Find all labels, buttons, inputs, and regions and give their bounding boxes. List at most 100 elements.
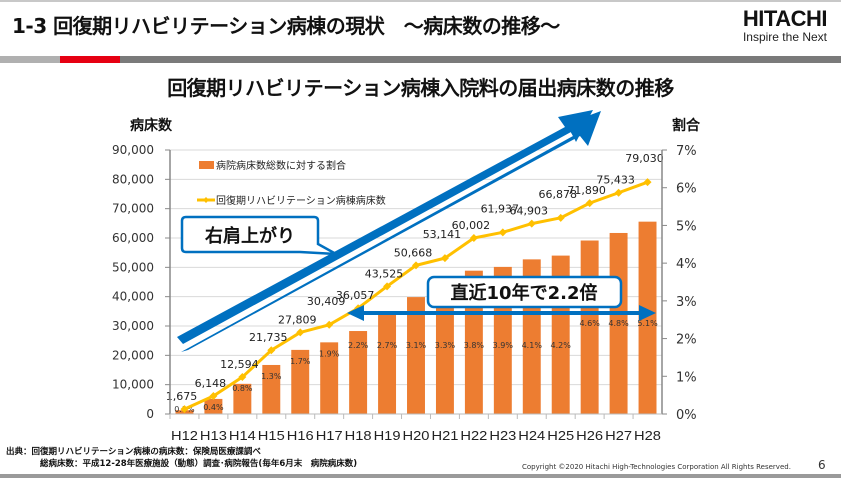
logo-tagline: Inspire the Next bbox=[742, 30, 827, 44]
line-data-label: 21,735 bbox=[249, 331, 288, 344]
line-data-label: 79,030 bbox=[625, 152, 664, 165]
line-data-label: 66,878 bbox=[538, 188, 577, 201]
rising-arrow-icon bbox=[177, 110, 601, 352]
y-right-tick-label: 1% bbox=[676, 370, 697, 385]
legend-bar-label: 病院病床数総数に対する割合 bbox=[216, 159, 346, 172]
bar bbox=[435, 289, 454, 414]
bar-data-label: 2.7% bbox=[377, 341, 398, 350]
line-marker bbox=[412, 261, 420, 270]
line-marker bbox=[440, 254, 449, 263]
bar bbox=[638, 221, 657, 414]
header-divider bbox=[0, 56, 841, 63]
x-tick-label: H18 bbox=[345, 428, 372, 443]
y-right-axis-title: 割合 bbox=[672, 117, 701, 134]
x-tick-label: H16 bbox=[287, 428, 314, 443]
line-data-label: 71,890 bbox=[567, 184, 606, 197]
bar-data-label: 4.8% bbox=[608, 319, 629, 328]
callout-growth: 直近10年で2.2倍 bbox=[426, 275, 623, 309]
x-tick-label: H27 bbox=[605, 428, 632, 443]
bar-data-label: 0.4% bbox=[203, 403, 224, 412]
bar-data-label: 5.1% bbox=[637, 319, 658, 328]
line-data-label: 53,141 bbox=[423, 228, 462, 241]
bar-data-label: 3.1% bbox=[406, 341, 427, 350]
bar bbox=[262, 364, 281, 414]
line-data-label: 27,809 bbox=[278, 313, 317, 326]
page-number: 6 bbox=[818, 458, 826, 472]
x-tick-label: H15 bbox=[258, 428, 285, 443]
legend-line-label: 回復期リハビリテーション病棟病床数 bbox=[216, 194, 386, 207]
callout-growth-text: 直近10年で2.2倍 bbox=[451, 282, 598, 304]
x-tick-label: H22 bbox=[460, 428, 487, 443]
x-tick-label: H12 bbox=[171, 428, 198, 443]
x-tick-label: H21 bbox=[431, 428, 458, 443]
x-tick-label: H19 bbox=[374, 428, 401, 443]
line-data-label: 1,675 bbox=[166, 390, 198, 403]
bar-data-label: 3.3% bbox=[435, 341, 456, 350]
line-marker bbox=[643, 178, 652, 187]
y-left-tick-label: 40,000 bbox=[112, 290, 154, 304]
line-marker bbox=[527, 219, 536, 228]
y-right-tick-label: 5% bbox=[676, 219, 697, 234]
top-border bbox=[0, 0, 841, 2]
y-right-tick-label: 7% bbox=[676, 144, 697, 159]
line-data-label: 75,433 bbox=[596, 174, 635, 187]
line-data-label: 36,057 bbox=[336, 289, 375, 302]
copyright: Copyright ©2020 Hitachi High-Technologie… bbox=[522, 463, 791, 471]
line-marker bbox=[585, 199, 594, 208]
y-left-tick-label: 0 bbox=[146, 407, 154, 421]
bar-data-label: 4.1% bbox=[522, 341, 543, 350]
y-right-tick-label: 6% bbox=[676, 182, 697, 197]
line-marker bbox=[180, 405, 189, 414]
line-data-label: 60,002 bbox=[452, 219, 491, 232]
bar bbox=[378, 312, 397, 414]
line-marker bbox=[614, 188, 623, 197]
line-data-label: 64,903 bbox=[510, 205, 549, 218]
y-left-tick-label: 60,000 bbox=[112, 231, 154, 245]
x-tick-label: H14 bbox=[229, 428, 256, 443]
line-data-label: 61,937 bbox=[481, 202, 520, 215]
line-marker bbox=[469, 233, 478, 242]
logo-brand: HITACHI bbox=[742, 6, 828, 31]
legend-line-marker bbox=[203, 197, 209, 203]
bar bbox=[291, 349, 310, 414]
y-left-axis-title: 病床数 bbox=[130, 117, 173, 134]
source-line-1: 出典：回復期リハビリテーション病棟の病床数：保険局医療課調べ bbox=[6, 447, 261, 457]
bar-data-label: 4.6% bbox=[579, 319, 600, 328]
legend: 病院病床数総数に対する割合 回復期リハビリテーション病棟病床数 bbox=[197, 159, 386, 207]
y-left-tick-label: 30,000 bbox=[112, 319, 154, 333]
bar bbox=[320, 342, 339, 414]
axes: 0 10,000 20,000 30,000 40,000 50,000 60,000 70,… bbox=[112, 143, 697, 443]
bar-data-label: 3.9% bbox=[493, 341, 514, 350]
y-right-tick-label: 3% bbox=[676, 295, 697, 310]
source-line-2: 総病床数：平成12-28年医療施設（動態）調査･病院報告(毎年6月末 病院病床数… bbox=[40, 459, 358, 469]
bar-data-label: 4.2% bbox=[551, 341, 572, 350]
legend-bar-swatch bbox=[199, 161, 214, 169]
bar-data-label: 0.8% bbox=[232, 384, 253, 393]
line-data-label: 12,594 bbox=[220, 358, 259, 371]
bar bbox=[204, 398, 223, 414]
y-left-tick-label: 20,000 bbox=[112, 348, 154, 362]
slide-title: 1-3 回復期リハビリテーション病棟の現状 ～病床数の推移～ bbox=[12, 14, 560, 38]
double-arrow-icon bbox=[347, 305, 656, 321]
x-tick-label: H24 bbox=[518, 428, 545, 443]
line-marker bbox=[296, 328, 305, 337]
y-left-tick-label: 10,000 bbox=[112, 378, 154, 392]
bar-data-label: 1.3% bbox=[261, 372, 282, 381]
y-left-tick-label: 90,000 bbox=[112, 143, 154, 157]
line-data-label: 43,525 bbox=[365, 267, 404, 280]
x-tick-label: H20 bbox=[403, 428, 430, 443]
y-left-tick-label: 70,000 bbox=[112, 202, 154, 216]
x-tick-label: H17 bbox=[316, 428, 343, 443]
hitachi-logo: HITACHI Inspire the Next bbox=[742, 6, 828, 45]
bar-data-label: 2.2% bbox=[348, 341, 369, 350]
line-marker bbox=[238, 373, 247, 382]
line-data-label: 50,668 bbox=[394, 246, 433, 259]
source-note: 出典：回復期リハビリテーション病棟の病床数：保険局医療課調べ 総病床数：平成12… bbox=[6, 446, 357, 470]
bar bbox=[407, 297, 425, 414]
bar-data-label: 1.9% bbox=[319, 349, 340, 358]
y-left-tick-label: 50,000 bbox=[112, 260, 154, 274]
y-right-tick-label: 0% bbox=[676, 408, 697, 423]
y-left-tick-label: 80,000 bbox=[112, 172, 154, 186]
